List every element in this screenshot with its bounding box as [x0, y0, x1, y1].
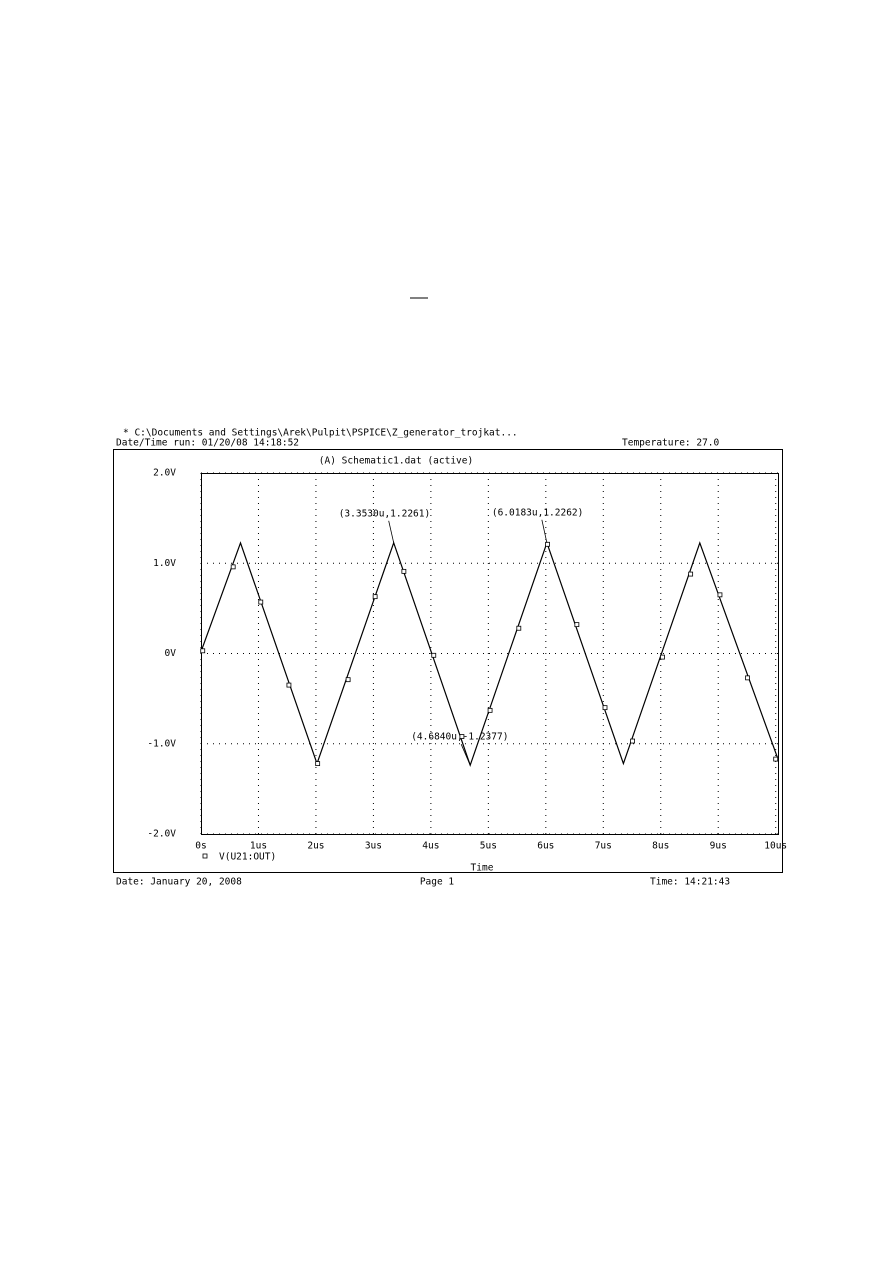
trace-marker	[345, 677, 351, 683]
plot: 2.0V 1.0V 0V -1.0V -2.0V 0s 1us 2us 3us 4us 5us 6us…	[147, 468, 787, 863]
footer-time: Time: 14:21:43	[650, 877, 730, 888]
annotation: (6.0183u,1.2262)	[492, 507, 584, 518]
chart-title: (A) Schematic1.dat (active)	[319, 456, 473, 467]
trace	[200, 540, 779, 768]
x-tick-label: 1us	[250, 841, 267, 852]
legend-marker	[202, 853, 208, 859]
x-tick-label: 2us	[307, 841, 324, 852]
frame	[113, 449, 783, 873]
trace-marker	[516, 625, 522, 631]
x-tick-label: 4us	[422, 841, 439, 852]
y-tick-label: 0V	[165, 648, 177, 659]
x-tick-label: 3us	[365, 841, 382, 852]
trace-marker	[688, 571, 694, 577]
temperature: Temperature: 27.0	[622, 438, 720, 449]
trace-marker	[401, 568, 407, 574]
trace-marker	[200, 648, 206, 654]
file-path: * C:\Documents and Settings\Arek\Pulpit\…	[123, 428, 518, 439]
x-tick-label: 6us	[537, 841, 554, 852]
annotation-leader	[541, 519, 548, 543]
legend-label: V(U21:OUT)	[219, 852, 276, 863]
footer-date: Date: January 20, 2008	[116, 877, 242, 888]
x-tick-label: 10us	[764, 841, 787, 852]
y-tick-label: 2.0V	[153, 468, 176, 479]
x-tick-label: 7us	[595, 841, 612, 852]
y-tick-label: -2.0V	[147, 829, 176, 840]
annotation-leader	[388, 520, 395, 543]
x-tick-label: 9us	[710, 841, 727, 852]
trace-marker	[602, 705, 608, 711]
trace-marker	[773, 756, 779, 762]
trace-marker	[258, 599, 264, 605]
x-tick-label: 8us	[652, 841, 669, 852]
trace-marker	[230, 564, 236, 570]
trace-marker	[315, 761, 321, 767]
trace-marker	[459, 734, 465, 739]
annotation-leader	[460, 744, 471, 766]
x-axis-label: Time	[471, 863, 494, 874]
annotation: (4.6840u,-1.2377)	[411, 732, 508, 743]
trace-marker	[545, 541, 550, 547]
trace-marker	[431, 652, 437, 658]
run-date: Date/Time run: 01/20/08 14:18:52	[116, 438, 299, 449]
footer-page: Page 1	[420, 877, 455, 888]
y-tick-label: -1.0V	[147, 738, 176, 749]
y-tick-label: 1.0V	[153, 558, 176, 569]
x-tick-label: 5us	[480, 841, 497, 852]
trace-marker	[286, 682, 292, 688]
annotation: (3.3530u,1.2261)	[339, 508, 431, 519]
trace-marker	[574, 622, 580, 628]
trace-marker	[660, 654, 665, 660]
x-tick-label: 0s	[195, 841, 206, 852]
trace-marker	[717, 592, 723, 598]
trace-marker	[745, 675, 750, 681]
plot-area	[201, 473, 779, 835]
trace-marker	[372, 594, 378, 600]
trace-marker	[487, 707, 493, 713]
trace-marker	[630, 738, 636, 744]
